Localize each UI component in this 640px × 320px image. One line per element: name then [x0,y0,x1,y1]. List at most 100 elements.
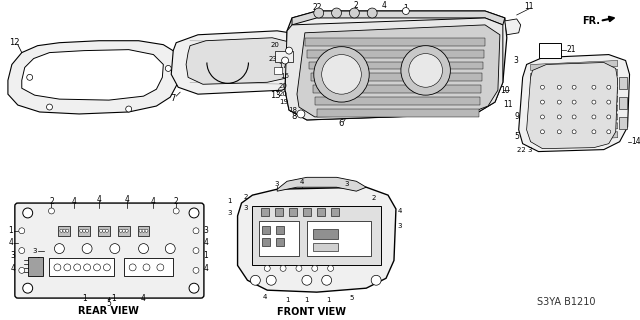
Circle shape [23,208,33,218]
Circle shape [119,229,122,232]
Text: 1: 1 [227,198,232,204]
Circle shape [49,208,54,214]
Polygon shape [531,96,618,106]
Bar [262,238,270,246]
Circle shape [367,8,377,18]
Text: 6: 6 [339,119,344,128]
Text: 4: 4 [8,238,13,247]
Bar [289,208,297,216]
Text: 16: 16 [280,73,289,79]
FancyBboxPatch shape [15,203,204,298]
Polygon shape [186,38,295,84]
Circle shape [142,229,145,232]
Text: 4: 4 [72,196,77,205]
Bar [274,68,282,74]
Circle shape [264,265,270,271]
Circle shape [540,130,545,134]
Text: 3: 3 [10,251,15,260]
Bar [58,226,70,236]
Circle shape [63,229,66,232]
Circle shape [145,229,148,232]
Text: 19: 19 [280,99,289,105]
Text: 20: 20 [278,83,287,89]
Text: 1: 1 [326,297,331,303]
Circle shape [371,275,381,285]
Text: 4: 4 [141,293,146,303]
Text: S3YA B1210: S3YA B1210 [537,297,595,307]
Circle shape [285,47,292,54]
Circle shape [110,244,120,253]
Bar [124,259,173,276]
Circle shape [139,244,148,253]
Text: 1: 1 [305,297,309,303]
Circle shape [332,8,342,18]
Text: 4: 4 [151,196,156,205]
Circle shape [193,228,199,234]
Text: 18: 18 [289,107,298,113]
Circle shape [47,104,52,110]
Circle shape [557,115,561,119]
Bar [540,43,561,58]
Text: 21: 21 [566,45,576,54]
Polygon shape [277,177,366,191]
Text: 1: 1 [111,293,116,303]
Text: 1: 1 [82,293,86,303]
Polygon shape [531,114,618,124]
Bar [78,226,90,236]
Bar [331,208,339,216]
Circle shape [23,283,33,293]
Circle shape [86,229,88,232]
Text: FRONT VIEW: FRONT VIEW [277,307,346,317]
Circle shape [607,100,611,104]
Circle shape [64,264,71,271]
Bar [261,208,269,216]
Text: 22: 22 [312,3,321,12]
Circle shape [540,100,545,104]
Text: 4: 4 [381,1,387,10]
Text: 3: 3 [513,56,518,65]
Text: 20: 20 [271,42,280,48]
Circle shape [157,264,164,271]
Circle shape [592,100,596,104]
Polygon shape [8,41,180,114]
Circle shape [19,228,25,234]
Text: 7: 7 [170,94,176,103]
Bar [275,208,283,216]
Bar [619,117,627,129]
Circle shape [193,248,199,253]
Circle shape [592,85,596,89]
Bar [98,226,110,236]
Text: 4: 4 [263,294,268,300]
Circle shape [54,244,65,253]
Circle shape [312,265,317,271]
Circle shape [143,264,150,271]
Text: 4: 4 [300,179,304,185]
Polygon shape [297,25,500,117]
Polygon shape [172,31,307,94]
Circle shape [193,268,199,273]
Bar [275,51,293,62]
Circle shape [99,229,102,232]
Polygon shape [531,60,618,70]
Circle shape [280,265,286,271]
Text: 3: 3 [397,223,402,229]
Circle shape [83,229,86,232]
Circle shape [250,275,260,285]
Text: 1: 1 [285,297,289,303]
Text: 2: 2 [354,1,359,10]
Text: 23: 23 [269,56,278,61]
Text: 4: 4 [124,195,129,204]
Circle shape [540,85,545,89]
Bar [619,97,627,109]
Circle shape [409,53,442,87]
Text: 1: 1 [204,251,208,260]
Polygon shape [305,38,485,46]
Text: 13: 13 [270,91,280,100]
Circle shape [54,264,61,271]
Bar [619,77,627,89]
Text: 3: 3 [243,205,248,211]
Circle shape [557,130,561,134]
Circle shape [80,229,83,232]
Text: 3: 3 [275,181,280,187]
Text: 1: 1 [403,4,408,12]
